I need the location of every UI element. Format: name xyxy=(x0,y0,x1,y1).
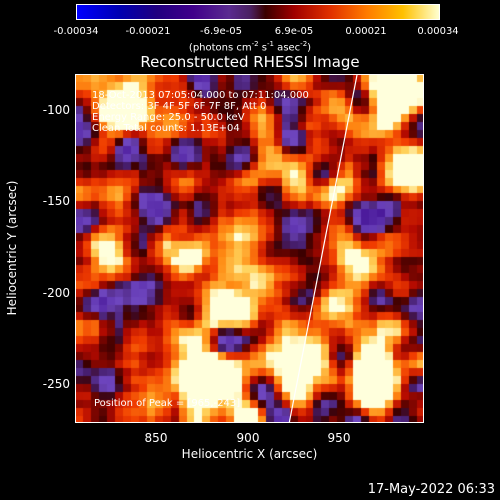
colorbar-tick-label: 6.9e-05 xyxy=(274,26,314,37)
y-tick-label: -250 xyxy=(42,377,70,391)
colorbar-tick-label: 0.00034 xyxy=(417,26,459,37)
x-tick-label: 950 xyxy=(327,431,351,445)
colorbar-tick-label: -0.00034 xyxy=(53,26,99,37)
limb-line xyxy=(288,75,358,422)
colorbar-tick-label: -0.00021 xyxy=(125,26,171,37)
y-tick-label: -200 xyxy=(42,286,70,300)
x-tick-label: 850 xyxy=(144,431,168,445)
x-axis-label: Heliocentric X (arcsec) xyxy=(181,447,318,461)
x-tick-label: 900 xyxy=(236,431,260,445)
y-tick-label: -150 xyxy=(42,194,70,208)
rhessi-image-plot: 18-Oct-2013 07:05:04.000 to 07:11:04.000… xyxy=(75,74,424,423)
detectors-text: Detectors: 3F 4F 5F 6F 7F 8F, Att 0 xyxy=(92,101,267,112)
colorbar-tick-label: -6.9e-05 xyxy=(200,26,242,37)
clean-counts-text: Clean Total counts: 1.13E+04 xyxy=(92,123,240,134)
colorbar xyxy=(76,4,440,20)
energy-range-text: Energy Range: 25.0 - 50.0 keV xyxy=(92,112,245,123)
peak-position-text: Position of Peak = [965,-243] xyxy=(94,398,241,409)
heatmap-canvas xyxy=(76,75,423,422)
plot-title: Reconstructed RHESSI Image xyxy=(140,53,360,71)
colorbar-units: (photons cm-2 s-1 asec-2) xyxy=(188,40,312,54)
y-tick-label: -100 xyxy=(42,103,70,117)
footer-date: 17-May-2022 06:33 xyxy=(367,482,495,497)
y-axis-label: Heliocentric Y (arcsec) xyxy=(5,180,19,316)
colorbar-tick-label: 0.00021 xyxy=(345,26,387,37)
time-range-text: 18-Oct-2013 07:05:04.000 to 07:11:04.000 xyxy=(92,90,309,101)
